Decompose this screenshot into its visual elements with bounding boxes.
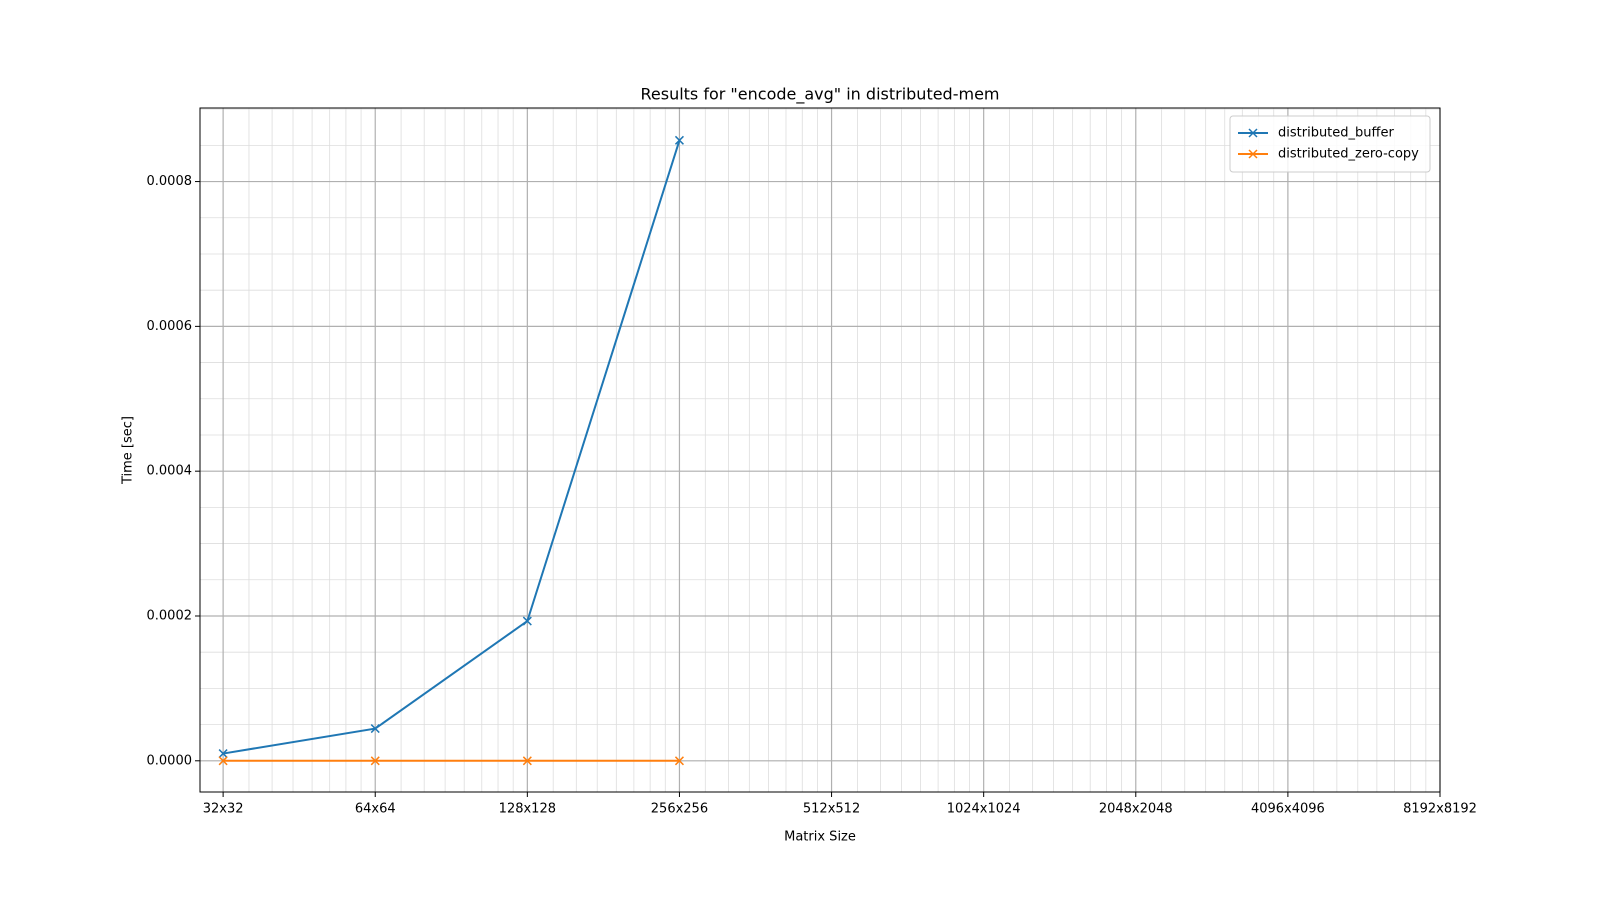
plot-frame <box>199 107 1441 793</box>
marker-stroke <box>218 749 228 759</box>
x-tick-label: 512x512 <box>803 802 860 817</box>
marker <box>522 756 532 766</box>
y-tick-label: 0.0004 <box>147 464 193 479</box>
x-tick-label: 2048x2048 <box>1099 802 1173 817</box>
y-tick-label: 0.0002 <box>147 608 193 623</box>
marker-stroke <box>1248 128 1258 138</box>
series-line <box>222 139 681 755</box>
marker <box>674 756 684 766</box>
marker-stroke <box>218 756 228 766</box>
legend-label: distributed_buffer <box>1278 126 1394 141</box>
marker-stroke <box>522 756 532 766</box>
x-tick-label: 8192x8192 <box>1403 802 1477 817</box>
marker <box>370 756 380 766</box>
y-tick-label: 0.0008 <box>147 174 193 189</box>
chart-title: Results for "encode_avg" in distributed-… <box>640 85 999 105</box>
x-tick-label: 64x64 <box>355 802 396 817</box>
marker-stroke <box>522 616 532 626</box>
legend-box <box>1229 115 1431 173</box>
marker <box>1248 149 1258 159</box>
marker-stroke <box>674 135 684 145</box>
y-tick-label: 0.0000 <box>147 753 193 768</box>
marker <box>370 724 380 734</box>
marker-stroke <box>370 756 380 766</box>
x-tick-label: 256x256 <box>651 802 708 817</box>
marker <box>522 616 532 626</box>
x-tick-label: 32x32 <box>203 802 244 817</box>
marker <box>218 756 228 766</box>
y-axis-label: Time [sec] <box>121 416 136 485</box>
x-axis-label: Matrix Size <box>784 830 856 845</box>
x-tick-label: 128x128 <box>499 802 556 817</box>
marker <box>1248 128 1258 138</box>
marker-stroke <box>1248 149 1258 159</box>
y-tick-label: 0.0006 <box>147 319 193 334</box>
marker-stroke <box>674 756 684 766</box>
marker <box>674 135 684 145</box>
marker <box>218 749 228 759</box>
x-tick-label: 1024x1024 <box>947 802 1021 817</box>
legend-label: distributed_zero-copy <box>1278 147 1419 162</box>
x-tick-label: 4096x4096 <box>1251 802 1325 817</box>
marker-stroke <box>370 724 380 734</box>
